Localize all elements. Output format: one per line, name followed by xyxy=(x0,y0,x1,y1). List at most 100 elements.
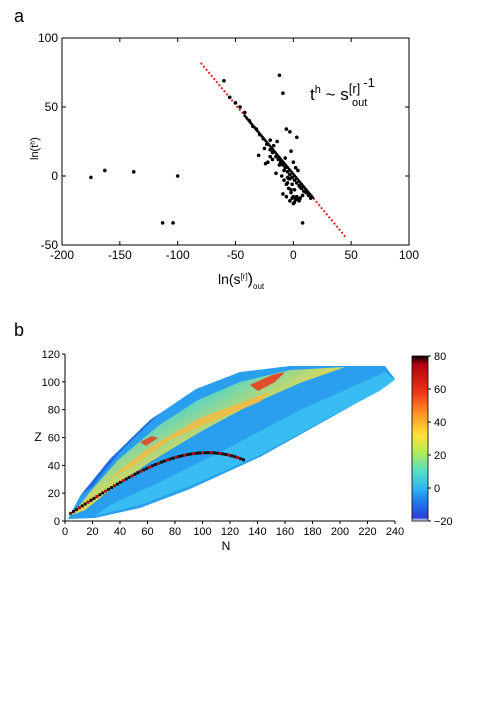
data-point xyxy=(238,105,242,109)
data-point xyxy=(263,147,267,151)
x-tick-label: 220 xyxy=(358,526,376,538)
stability-cell xyxy=(131,474,134,477)
data-point xyxy=(293,178,297,182)
stability-cell xyxy=(175,456,178,459)
data-point xyxy=(292,160,296,164)
stability-cell xyxy=(69,512,72,515)
data-point xyxy=(286,170,290,174)
stability-cell xyxy=(216,452,219,455)
data-point xyxy=(176,174,180,178)
stability-cell xyxy=(119,481,122,484)
stability-cell xyxy=(189,453,192,456)
x-tick-label: 0 xyxy=(62,526,68,538)
x-tick-label: 160 xyxy=(276,526,294,538)
stability-cell xyxy=(98,493,101,496)
x-tick-label: -150 xyxy=(108,248,132,262)
data-point xyxy=(271,158,275,162)
stability-cell xyxy=(236,456,239,459)
data-point xyxy=(288,130,292,134)
stability-cell xyxy=(145,467,148,470)
panel-b: b 0 20 40 60 80 100 120 140 160 180 200 220 240 0204… xyxy=(14,320,453,553)
colorbar-ticks: −20 0 20 40 60 80 xyxy=(428,351,453,528)
stability-cell xyxy=(183,454,186,457)
x-tick-label: 100 xyxy=(399,248,419,262)
y-tick-label: 20 xyxy=(48,488,60,500)
panel-a: a -200 -150 -100 -50 0 50 100 -50 0 50 100 th ~ s… xyxy=(14,6,419,291)
data-point xyxy=(289,149,293,153)
x-tick-label: -100 xyxy=(166,248,190,262)
stability-cell xyxy=(207,451,210,454)
panel-b-y-ticks: 0 20 40 60 80 100 120 xyxy=(42,349,65,528)
annotation-tilde-s: ~ s xyxy=(321,85,349,104)
panel-a-label: a xyxy=(14,6,25,26)
stability-cell xyxy=(227,454,230,457)
stability-cell xyxy=(122,479,125,482)
stability-cell xyxy=(136,471,139,474)
colorbar xyxy=(412,356,428,521)
data-point xyxy=(282,178,286,182)
y-tick-label: 60 xyxy=(48,433,60,445)
data-point xyxy=(295,136,299,140)
data-point xyxy=(301,221,305,225)
data-point xyxy=(294,198,298,202)
colorbar-tick-label: 40 xyxy=(434,417,446,429)
panel-b-label: b xyxy=(14,320,24,340)
stability-cell xyxy=(110,486,113,489)
data-point xyxy=(171,221,175,225)
stability-cell xyxy=(172,457,175,460)
data-point xyxy=(292,195,296,199)
stability-cell xyxy=(116,483,119,486)
x-tick-label: 50 xyxy=(344,248,358,262)
data-point xyxy=(278,73,282,77)
stability-cell xyxy=(125,477,128,480)
data-point xyxy=(294,166,298,170)
stability-cell xyxy=(169,458,172,461)
colorbar-tick-label: 80 xyxy=(434,351,446,363)
stability-cell xyxy=(72,510,75,513)
data-point xyxy=(288,177,292,181)
x-tick-label: 140 xyxy=(248,526,266,538)
y-tick-label: 40 xyxy=(48,460,60,472)
data-point xyxy=(243,111,247,115)
stability-cell xyxy=(95,495,98,498)
data-point xyxy=(286,181,290,185)
stability-cell xyxy=(101,491,104,494)
data-point xyxy=(278,163,282,167)
stability-cell xyxy=(154,463,157,466)
x-tick-label: 100 xyxy=(193,526,211,538)
data-point xyxy=(301,194,305,198)
stability-cell xyxy=(151,464,154,467)
stability-cell xyxy=(204,451,207,454)
data-point xyxy=(257,154,261,158)
data-point xyxy=(298,185,302,189)
data-point xyxy=(268,155,272,159)
stability-cell xyxy=(195,452,198,455)
data-point xyxy=(290,182,294,186)
panel-a-y-label: ln(th) xyxy=(29,137,41,160)
data-point xyxy=(264,162,268,166)
panel-b-x-ticks: 0 20 40 60 80 100 120 140 160 180 200 220 240 xyxy=(62,521,404,538)
stability-cell xyxy=(84,503,87,506)
stability-cell xyxy=(90,499,93,502)
annotation-exp: -1 xyxy=(363,75,375,90)
stability-cell xyxy=(186,453,189,456)
panel-b-y-label: Z xyxy=(34,430,41,444)
x-tick-label: 20 xyxy=(86,526,98,538)
y-tick-label: -50 xyxy=(41,238,59,252)
stability-cell xyxy=(201,451,204,454)
panel-a-plot-frame xyxy=(62,38,409,245)
stability-cell xyxy=(210,451,213,454)
colorbar-tick-label: −20 xyxy=(434,516,453,528)
stability-cell xyxy=(239,457,242,460)
stability-cell xyxy=(142,468,145,471)
stability-cell xyxy=(113,484,116,487)
stability-cell xyxy=(166,459,169,462)
data-point xyxy=(268,138,272,142)
stability-cell xyxy=(134,473,137,476)
y-tick-label: 100 xyxy=(38,31,58,45)
stability-cell xyxy=(219,452,222,455)
data-point xyxy=(296,169,300,173)
data-point xyxy=(283,156,287,160)
data-point xyxy=(282,169,286,173)
y-tick-label: 120 xyxy=(42,349,60,361)
